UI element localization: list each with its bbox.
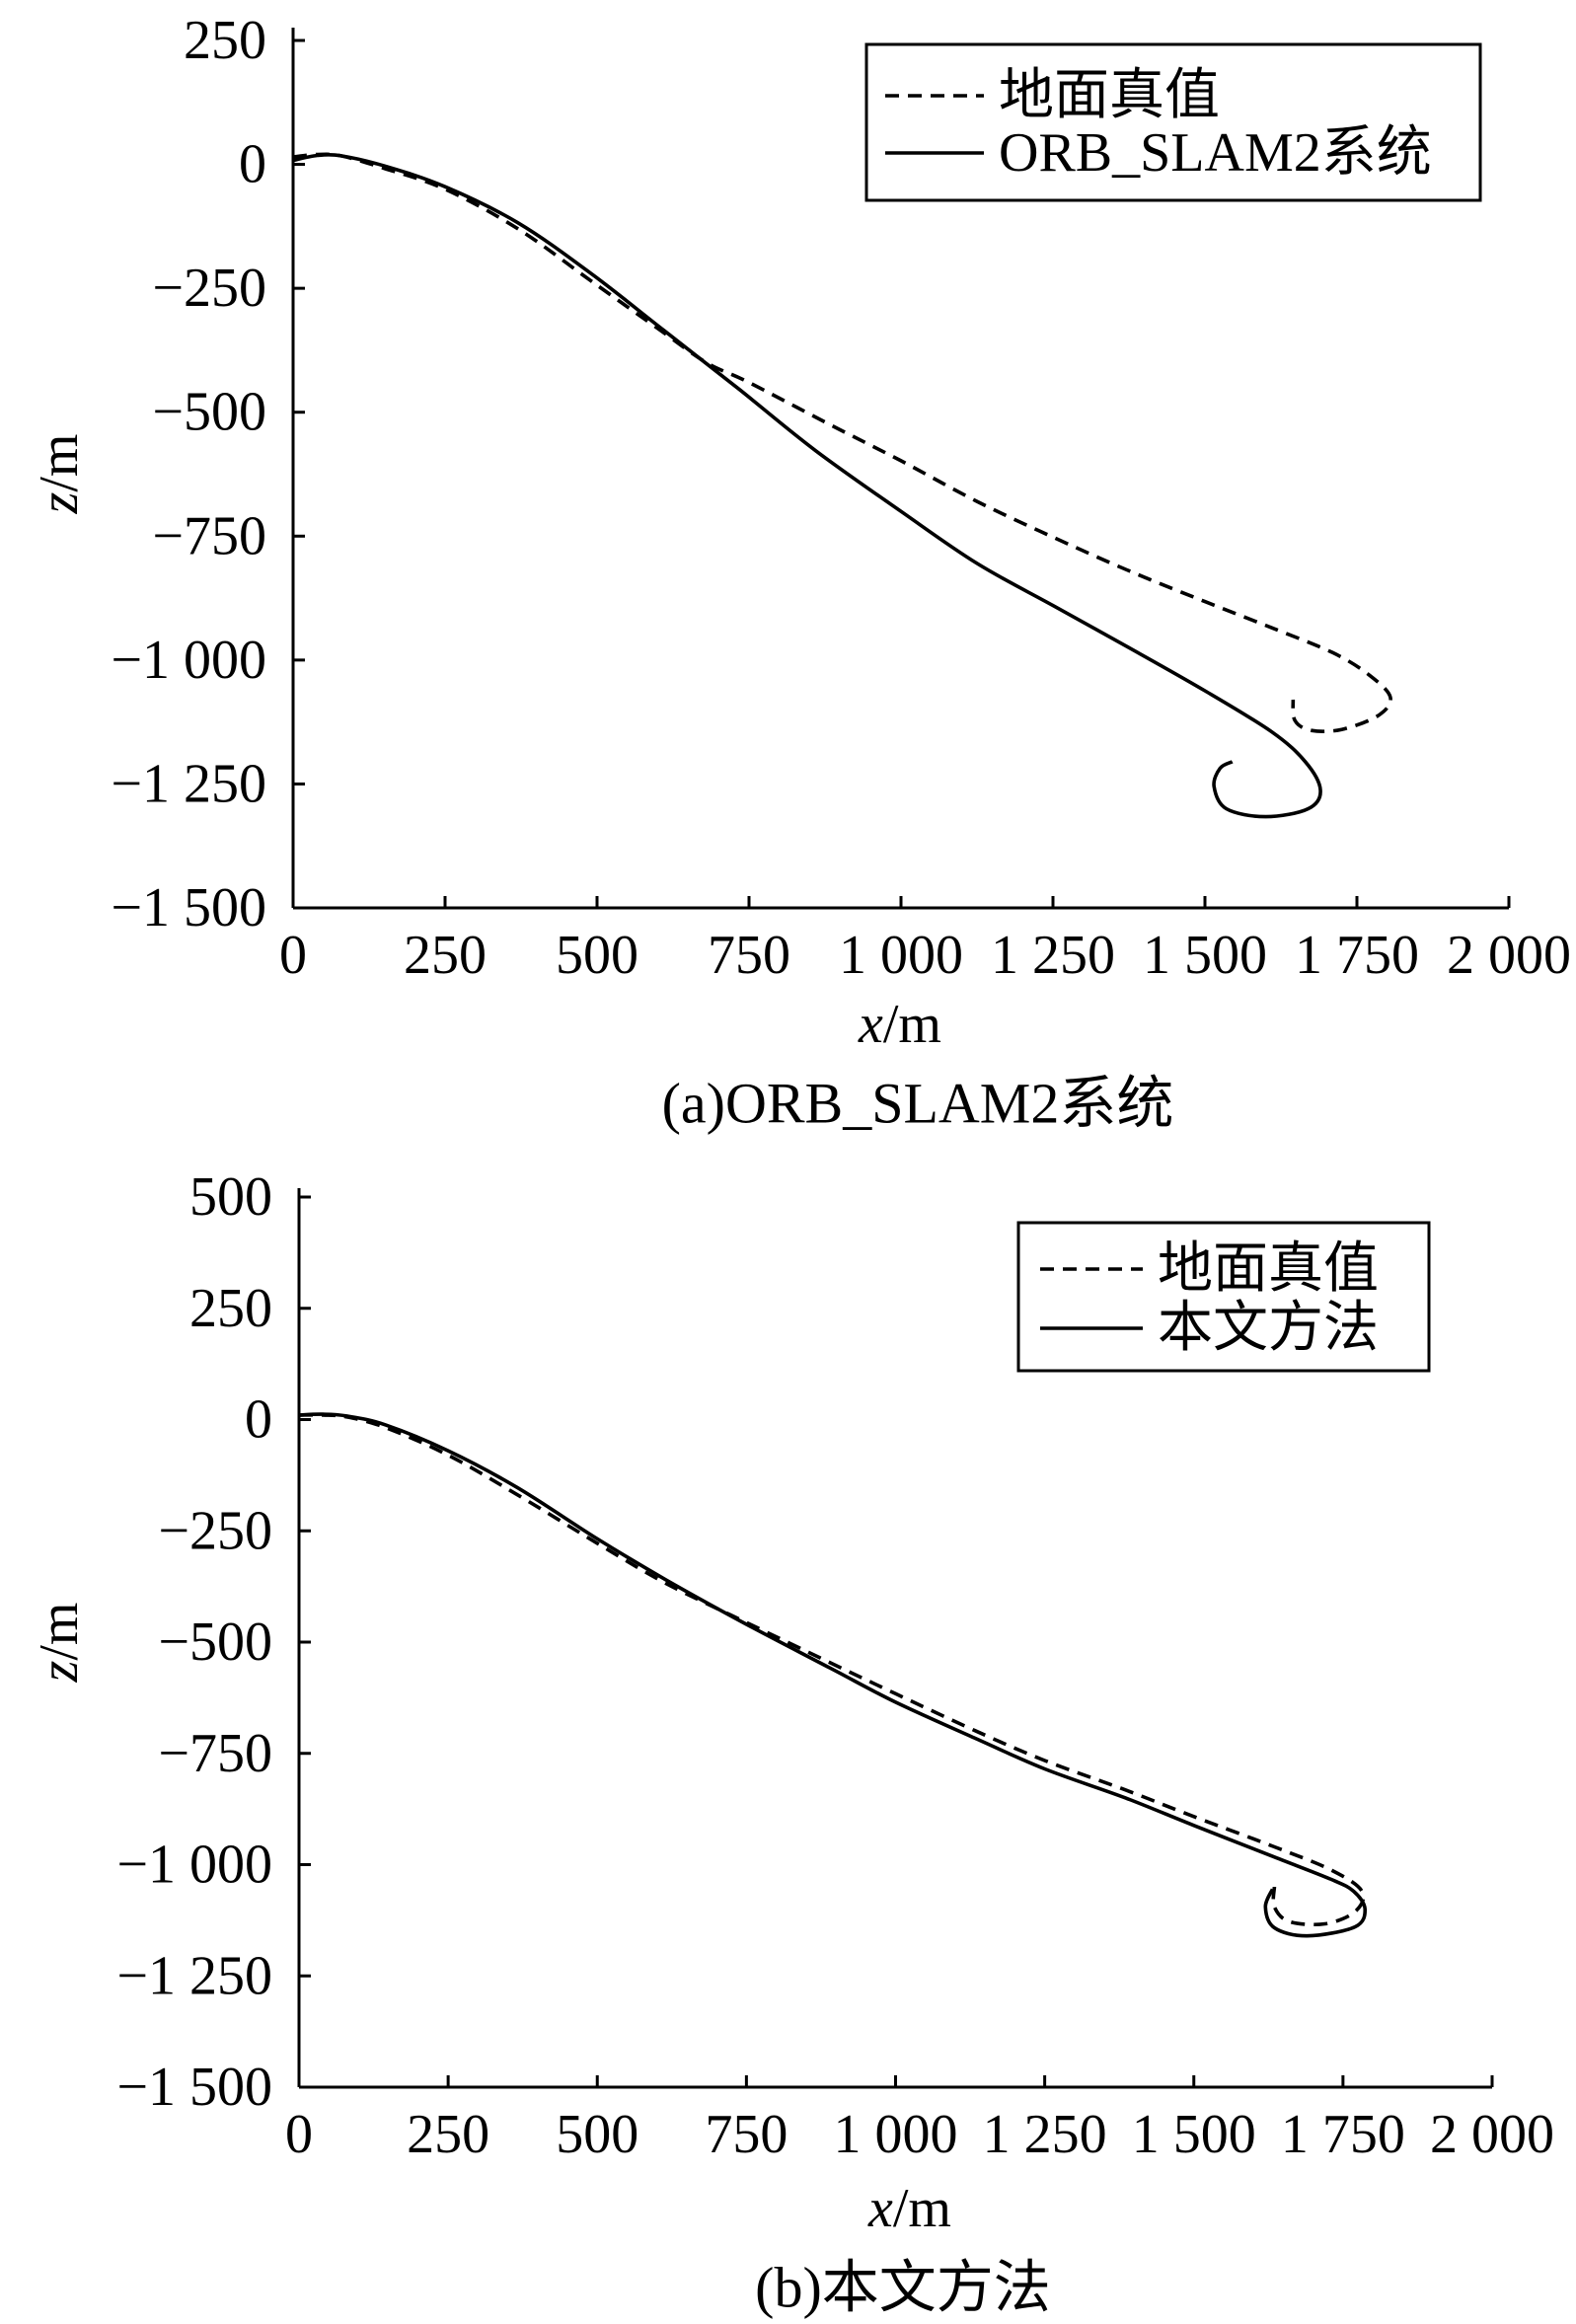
y-tick-label: −1 250 <box>116 1945 272 2006</box>
x-axis-label: x/m <box>867 2178 951 2239</box>
y-tick-label: 250 <box>189 1278 272 1339</box>
y-tick-label: 500 <box>189 1166 272 1228</box>
figure-caption: (b)本文方法 <box>755 2256 1051 2320</box>
y-tick-label: −1 000 <box>116 1835 272 1896</box>
x-tick-label: 2 000 <box>1430 2104 1554 2165</box>
x-tick-label: 1 750 <box>1295 925 1419 986</box>
y-tick-label: 0 <box>245 1389 272 1451</box>
y-tick-label: −250 <box>158 1500 272 1561</box>
x-tick-label: 1 250 <box>991 925 1115 986</box>
y-tick-label: −1 500 <box>116 2057 272 2118</box>
x-axis-label: x/m <box>858 994 941 1055</box>
y-tick-label: 0 <box>239 134 266 195</box>
x-tick-label: 750 <box>708 925 790 986</box>
y-axis-label: z/m <box>29 1603 90 1684</box>
estimated-trajectory-series-line <box>292 153 1322 819</box>
ground-truth-series-line <box>292 152 1392 734</box>
figure-caption: (a)ORB_SLAM2系统 <box>662 1072 1174 1136</box>
x-tick-label: 250 <box>407 2104 489 2165</box>
y-axis-label: z/m <box>29 434 90 515</box>
y-tick-label: −1 500 <box>111 877 266 938</box>
y-tick-label: −500 <box>152 382 266 443</box>
y-tick-label: 250 <box>184 10 266 71</box>
legend-box <box>1016 1221 1431 1373</box>
x-tick-label: 0 <box>279 925 307 986</box>
y-tick-label: −750 <box>158 1723 272 1784</box>
y-tick-label: −1 250 <box>111 753 266 814</box>
y-tick-label: −250 <box>152 258 266 319</box>
legend-label: ORB_SLAM2系统 <box>999 122 1432 184</box>
legend-label: 本文方法 <box>1158 1298 1379 1359</box>
x-tick-label: 500 <box>556 2104 638 2165</box>
estimated-trajectory-series-line <box>298 1412 1368 1938</box>
legend-label: 地面真值 <box>1158 1238 1379 1300</box>
x-tick-label: 250 <box>404 925 487 986</box>
x-tick-label: 1 750 <box>1281 2104 1405 2165</box>
x-tick-label: 2 000 <box>1447 925 1571 986</box>
legend-label: 地面真值 <box>999 65 1220 126</box>
x-tick-label: 1 500 <box>1132 2104 1256 2165</box>
y-tick-label: −750 <box>152 505 266 566</box>
x-tick-label: 500 <box>556 925 638 986</box>
x-tick-label: 0 <box>285 2104 313 2165</box>
x-tick-label: 1 000 <box>834 2104 958 2165</box>
x-tick-label: 1 500 <box>1143 925 1267 986</box>
x-tick-label: 750 <box>705 2104 788 2165</box>
ground-truth-series-line <box>298 1413 1366 1927</box>
x-tick-label: 1 000 <box>839 925 963 986</box>
x-tick-label: 1 250 <box>983 2104 1107 2165</box>
y-tick-label: −500 <box>158 1612 272 1673</box>
legend-box <box>864 42 1482 202</box>
y-tick-label: −1 000 <box>111 630 266 691</box>
